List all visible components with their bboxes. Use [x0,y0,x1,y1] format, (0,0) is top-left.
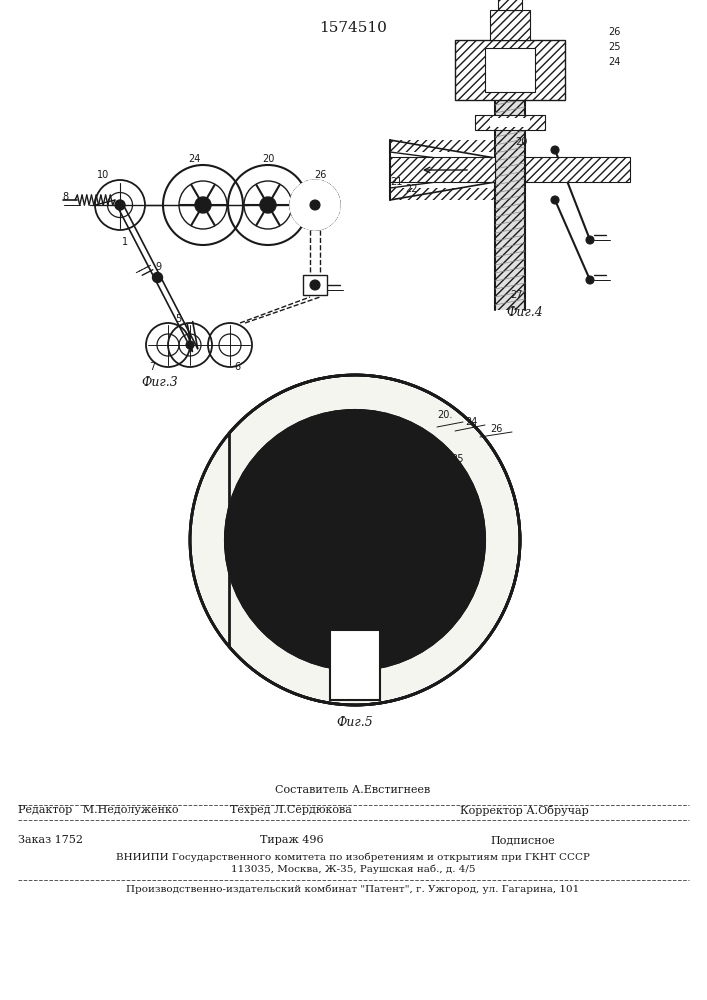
Circle shape [195,197,211,213]
Circle shape [586,236,594,244]
Text: Подписное: Подписное [490,835,555,845]
Text: 26: 26 [608,27,620,37]
Circle shape [186,341,194,349]
Text: Корректор А.Обручар: Корректор А.Обручар [460,805,589,816]
Circle shape [341,588,349,596]
Circle shape [260,197,276,213]
Circle shape [391,531,409,549]
Circle shape [336,583,354,601]
Circle shape [382,522,418,558]
Circle shape [336,479,354,497]
Text: 6: 6 [234,362,240,372]
Circle shape [265,450,445,630]
Text: 9: 9 [155,262,161,272]
Circle shape [313,203,317,207]
Circle shape [349,534,361,546]
Text: Тираж 496: Тираж 496 [260,835,324,845]
Circle shape [404,629,416,641]
Circle shape [264,201,272,209]
Circle shape [586,276,594,284]
Circle shape [310,200,320,210]
Bar [455,40,565,100]
Text: 27: 27 [510,290,522,300]
Bar [485,48,535,92]
Circle shape [199,201,207,209]
Text: 10: 10 [97,170,109,180]
Circle shape [350,475,360,485]
Circle shape [459,534,471,546]
Bar [330,630,380,700]
Text: 27: 27 [325,652,337,662]
Text: 24: 24 [608,57,620,67]
Text: Фиг.3: Фиг.3 [141,376,178,389]
Circle shape [153,272,163,282]
Circle shape [444,479,456,491]
Bar [303,275,327,295]
Circle shape [117,202,123,208]
Circle shape [115,200,125,210]
Circle shape [551,196,559,204]
Circle shape [290,180,340,230]
Text: 25: 25 [451,454,464,464]
Circle shape [396,536,404,544]
Text: 22: 22 [405,184,418,194]
Circle shape [551,146,559,154]
Text: 20.: 20. [437,410,452,420]
Text: 1: 1 [122,237,128,247]
Text: Составитель А.Евстигнеев: Составитель А.Евстигнеев [275,785,431,795]
Circle shape [313,283,317,287]
Circle shape [327,470,363,506]
Bar [390,157,495,182]
Circle shape [310,280,320,290]
Circle shape [341,484,349,492]
Bar [525,157,630,182]
Text: Техред Л.Сердюкова: Техред Л.Сердюкова [230,805,352,815]
Text: 8: 8 [62,192,68,202]
Circle shape [380,483,390,493]
Circle shape [225,410,485,670]
Circle shape [320,483,330,493]
Text: Фиг.5: Фиг.5 [337,716,373,730]
Text: Редактор   М.Недолуженко: Редактор М.Недолуженко [18,805,178,815]
Bar [390,140,495,152]
Bar [490,118,530,127]
Bar [475,115,545,130]
Text: 24: 24 [465,417,477,427]
Bar [495,40,525,310]
Text: Производственно-издательский комбинат "Патент", г. Ужгород, ул. Гагарина, 101: Производственно-издательский комбинат "П… [127,885,580,894]
Text: 20: 20 [262,154,274,164]
Circle shape [341,526,369,554]
Bar [498,0,522,10]
Circle shape [327,574,363,610]
Text: 26: 26 [314,170,326,180]
Text: Фиг.4: Фиг.4 [507,306,544,318]
Text: 26: 26 [490,424,503,434]
Circle shape [444,589,456,601]
Bar [490,10,530,40]
Text: Заказ 1752: Заказ 1752 [18,835,83,845]
Circle shape [333,518,377,562]
Text: ВНИИПИ Государственного комитета по изобретениям и открытиям при ГКНТ СССР: ВНИИПИ Государственного комитета по изоб… [116,852,590,861]
Text: 5: 5 [175,314,181,324]
Text: 1574510: 1574510 [319,21,387,35]
Text: 24: 24 [188,154,200,164]
Text: 20: 20 [515,137,527,147]
Text: 7: 7 [149,362,155,372]
Text: 113035, Москва, Ж-35, Раушская наб., д. 4/5: 113035, Москва, Ж-35, Раушская наб., д. … [230,865,475,874]
Text: 25: 25 [608,42,621,52]
Bar [390,188,495,200]
Circle shape [192,377,518,703]
Text: 21: 21 [390,177,402,187]
